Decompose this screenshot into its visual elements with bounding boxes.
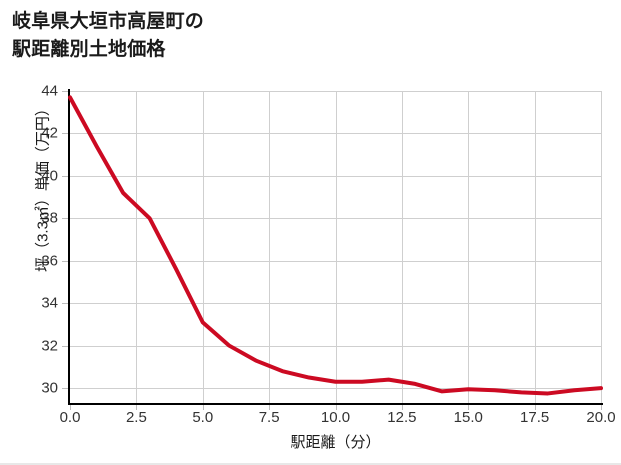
x-tick-label: 7.5 xyxy=(258,409,280,426)
y-tick-mark xyxy=(62,133,68,135)
gridline-vertical xyxy=(335,91,337,403)
y-tick-label: 40 xyxy=(41,167,58,185)
x-tick-mark xyxy=(401,405,403,410)
plot-spine-left xyxy=(68,89,70,405)
gridline-vertical xyxy=(202,91,204,403)
x-tick-mark xyxy=(335,405,337,410)
gridline-vertical xyxy=(136,91,138,403)
x-tick-mark xyxy=(534,405,536,410)
plot-area xyxy=(68,91,603,403)
x-tick-label: 12.5 xyxy=(387,409,417,426)
x-tick-label: 5.0 xyxy=(192,409,214,426)
gridline-vertical xyxy=(468,91,470,403)
y-tick-mark xyxy=(62,91,68,92)
y-axis-title: 坪（3.3㎡）単価（万円） xyxy=(34,101,52,272)
y-tick-mark xyxy=(62,345,68,347)
line-series-svg xyxy=(68,95,603,396)
x-tick-mark xyxy=(468,405,470,410)
y-tick-label: 32 xyxy=(41,337,58,355)
x-tick-label: 10.0 xyxy=(320,409,351,426)
plot-spine-right xyxy=(601,91,602,403)
price-line-series xyxy=(68,95,603,396)
gridline-vertical xyxy=(269,91,271,403)
x-tick-label: 20.0 xyxy=(586,409,616,426)
x-tick-label: 2.5 xyxy=(125,409,147,426)
chart-title: 岐阜県大垣市高屋町の 駅距離別土地価格 xyxy=(12,11,205,60)
y-tick-label: 38 xyxy=(41,209,58,227)
y-tick-label: 42 xyxy=(41,124,58,142)
gridline-vertical xyxy=(534,91,536,403)
y-tick-label: 44 xyxy=(41,82,58,100)
x-tick-mark xyxy=(269,405,271,410)
x-tick-mark xyxy=(601,405,602,410)
x-tick-label: 15.0 xyxy=(453,409,483,426)
gridline-vertical xyxy=(401,91,403,403)
x-tick-mark xyxy=(202,405,204,410)
y-tick-mark xyxy=(62,218,68,220)
x-axis-title: 駅距離（分） xyxy=(290,434,381,451)
y-axis-tick-labels: 30 32 34 36 38 40 42 44 xyxy=(0,0,58,463)
y-tick-label: 34 xyxy=(41,294,58,312)
x-tick-mark xyxy=(136,405,138,410)
y-tick-label: 36 xyxy=(41,252,58,270)
x-tick-label: 0.0 xyxy=(59,409,81,426)
x-tick-mark xyxy=(70,405,71,410)
y-tick-mark xyxy=(62,260,68,262)
y-tick-mark xyxy=(62,175,68,177)
plot-spine-bottom xyxy=(68,403,603,405)
y-tick-label: 30 xyxy=(41,379,58,397)
x-tick-label: 17.5 xyxy=(520,409,550,426)
y-tick-mark xyxy=(62,303,68,305)
y-tick-mark xyxy=(62,388,68,390)
